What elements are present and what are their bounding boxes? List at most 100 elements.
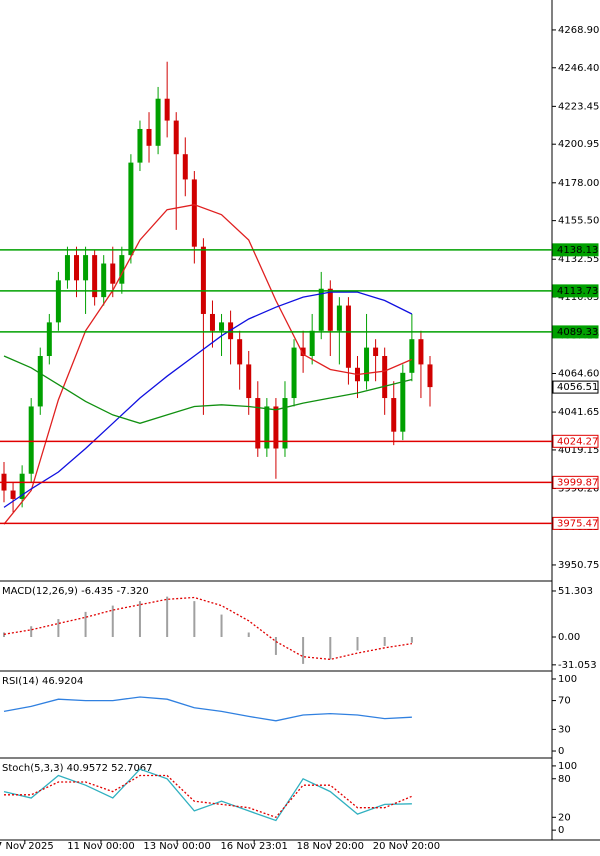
candle-body	[282, 398, 288, 449]
panel-title: RSI(14) 46.9204	[2, 676, 83, 687]
candle-body	[164, 98, 170, 121]
candle-body	[28, 406, 34, 474]
level-tag	[552, 516, 599, 530]
y-tick-label: 100	[558, 761, 577, 772]
moving-average	[3, 291, 413, 508]
x-tick-label: 16 Nov 23:01	[220, 841, 287, 852]
candle-body	[409, 339, 415, 373]
level-tag	[552, 475, 599, 489]
y-tick-label: 80	[558, 774, 571, 785]
y-tick-label: 4110.05	[558, 292, 599, 303]
candle-body	[19, 473, 25, 499]
x-tick-label: 7 Nov 2025	[0, 841, 54, 852]
x-tick-label: 13 Nov 00:00	[143, 841, 210, 852]
panel-title: MACD(12,26,9) -6.435 -7.320	[2, 586, 149, 597]
candle-body	[200, 246, 206, 314]
indicator-line	[3, 768, 412, 822]
candle-body	[173, 120, 179, 155]
level-label: 3999.87	[557, 477, 598, 488]
y-tick-label: 4268.90	[558, 25, 599, 36]
y-tick-label: 100	[558, 674, 577, 685]
candle-body	[83, 255, 89, 281]
candle-body	[300, 347, 306, 357]
candle-body	[364, 347, 370, 382]
level-label: 4138.13	[557, 245, 598, 256]
level-label: 3975.47	[557, 518, 598, 529]
level-tag	[552, 325, 599, 339]
y-tick-label: 3950.75	[558, 560, 599, 571]
y-tick-label: 4064.60	[558, 368, 599, 379]
candle-body	[246, 364, 252, 399]
candle-body	[137, 128, 143, 163]
candle-body	[345, 305, 351, 368]
y-tick-label: 4132.55	[558, 254, 599, 265]
y-tick-label: 51.303	[558, 586, 593, 597]
candle-body	[37, 356, 43, 407]
moving-average	[3, 355, 413, 424]
y-tick-label: -31.053	[558, 660, 597, 671]
level-label: 4113.73	[557, 286, 598, 297]
candle-body	[64, 255, 70, 281]
candle-body	[110, 263, 116, 284]
x-tick-label: 11 Nov 00:00	[67, 841, 134, 852]
candle-body	[55, 280, 61, 323]
candle-body	[119, 255, 125, 284]
candle-body	[155, 98, 161, 146]
y-tick-label: 4041.65	[558, 407, 599, 418]
indicator-line	[3, 696, 412, 722]
y-tick-label: 4155.50	[558, 216, 599, 227]
candle-body	[273, 406, 279, 449]
candle-body	[101, 263, 107, 298]
candle-body	[46, 322, 52, 357]
level-tag	[552, 243, 599, 257]
y-tick-label: 0	[558, 746, 564, 757]
macd-signal	[3, 596, 412, 661]
last-price-label: 4056.51	[557, 382, 598, 393]
level-tag	[552, 434, 599, 448]
candle-body	[309, 330, 315, 357]
y-tick-label: 4223.45	[558, 101, 599, 112]
candle-body	[264, 406, 270, 449]
moving-average	[3, 204, 413, 525]
candle-body	[318, 288, 324, 331]
candle-body	[74, 255, 80, 281]
y-tick-label: 20	[558, 812, 571, 823]
y-tick-label: 4246.40	[558, 63, 599, 74]
candle-body	[255, 398, 261, 449]
candle-body	[391, 398, 397, 432]
candle-body	[400, 372, 406, 432]
x-tick-label: 18 Nov 20:00	[297, 841, 364, 852]
candle-body	[291, 347, 297, 399]
y-tick-label: 0.00	[558, 632, 580, 643]
candle-body	[10, 490, 16, 499]
candle-body	[237, 339, 243, 365]
candle-body	[146, 128, 152, 146]
panel-title: Stoch(5,3,3) 40.9572 52.7067	[2, 763, 153, 774]
candle-body	[327, 288, 333, 331]
y-tick-label: 4019.15	[558, 445, 599, 456]
y-tick-label: 0	[558, 825, 564, 836]
level-label: 4024.27	[557, 436, 598, 447]
candle-body	[128, 162, 134, 256]
candle-body	[373, 347, 379, 357]
candle-body	[92, 255, 98, 298]
y-tick-label: 4178.00	[558, 178, 599, 189]
candle-body	[427, 364, 433, 388]
x-tick-label: 20 Nov 20:00	[373, 841, 440, 852]
candle-body	[418, 339, 424, 365]
candle-body	[336, 305, 342, 331]
level-label: 4089.33	[557, 327, 598, 338]
candle-body	[182, 154, 188, 180]
y-tick-label: 70	[558, 696, 571, 707]
last-price-tag	[552, 380, 599, 394]
y-tick-label: 3996.20	[558, 484, 599, 495]
candle-body	[219, 322, 225, 331]
level-tag	[552, 284, 599, 298]
candle-body	[382, 356, 388, 399]
y-tick-label: 4200.95	[558, 139, 599, 150]
y-tick-label: 30	[558, 724, 571, 735]
candle-body	[191, 179, 197, 247]
candle-body	[209, 313, 215, 331]
